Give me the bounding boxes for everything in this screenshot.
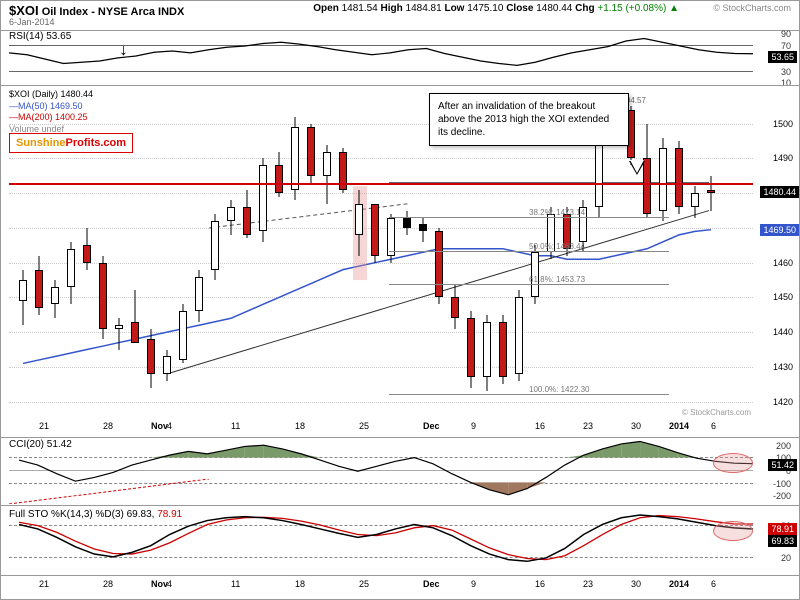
resistance-line — [9, 183, 753, 185]
callout-box: After an invalidation of the breakout ab… — [429, 93, 629, 146]
chart-header: $XOI Oil Index - NYSE Arca INDX — [9, 3, 184, 18]
watermark: © StockCharts.com — [713, 3, 791, 13]
x-axis-bottom: 2128Nov4111825Dec916233020146 — [9, 577, 753, 595]
sto-k-box: 69.83 — [768, 535, 797, 547]
ma50-value-box: 1469.50 — [760, 224, 799, 236]
close-value-box: 1480.44 — [760, 186, 799, 198]
chart-container: $XOI Oil Index - NYSE Arca INDX 6-Jan-20… — [0, 0, 800, 600]
chart-date: 6-Jan-2014 — [9, 17, 55, 27]
cci-value-box: 51.42 — [768, 459, 797, 471]
stochastic-panel: Full STO %K(14,3) %D(3) 69.83, 78.91 80 … — [9, 509, 753, 571]
price-panel: $XOI (Daily) 1480.44 —MA(50) 1469.50 —MA… — [9, 89, 753, 419]
ohlc-bar: Open 1481.54 High 1484.81 Low 1475.10 Cl… — [313, 3, 679, 14]
symbol: $XOI — [9, 3, 39, 18]
callout-pointer-icon — [629, 161, 645, 175]
rsi-value-box: 53.65 — [768, 51, 797, 63]
highlight-oval-icon — [713, 521, 753, 541]
cci-panel: CCI(20) 51.42 200 100 0 -100 -200 51.42 — [9, 439, 753, 501]
x-axis-main: 2128Nov4111825Dec916233020146 — [9, 419, 753, 437]
highlight-oval-icon — [713, 453, 753, 473]
symbol-name: Oil Index - NYSE Arca INDX — [42, 6, 185, 18]
sto-d-box: 78.91 — [768, 523, 797, 535]
rsi-panel: RSI(14) 53.65 ↓ 90 70 50 30 10 53.65 — [9, 31, 753, 81]
